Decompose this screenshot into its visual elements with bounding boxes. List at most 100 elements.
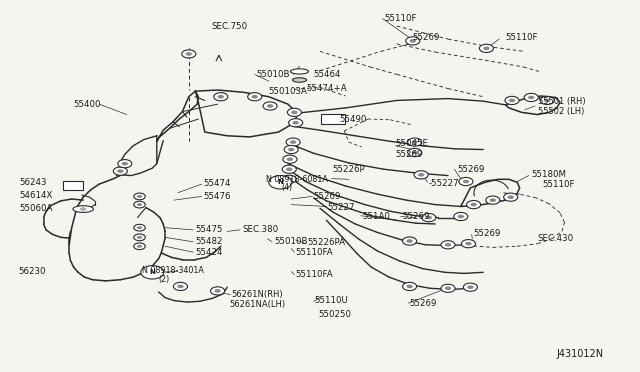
- Circle shape: [406, 37, 420, 45]
- Circle shape: [528, 96, 534, 99]
- Ellipse shape: [73, 206, 93, 212]
- Circle shape: [288, 148, 294, 151]
- Circle shape: [186, 52, 192, 56]
- Text: 55269: 55269: [396, 150, 423, 159]
- Text: N 08918-3401A: N 08918-3401A: [142, 266, 204, 275]
- Circle shape: [454, 212, 468, 221]
- Text: 55110F: 55110F: [506, 33, 538, 42]
- Circle shape: [263, 102, 277, 110]
- Circle shape: [403, 237, 417, 245]
- Circle shape: [465, 242, 472, 246]
- Circle shape: [422, 214, 436, 222]
- Circle shape: [214, 289, 221, 293]
- Text: 56261NA(LH): 56261NA(LH): [229, 300, 285, 309]
- Circle shape: [286, 138, 300, 146]
- Circle shape: [445, 286, 451, 290]
- Text: 55269: 55269: [413, 33, 440, 42]
- Text: 55226P: 55226P: [333, 165, 365, 174]
- Text: 55060A: 55060A: [19, 204, 52, 213]
- Text: 55110U: 55110U: [315, 296, 349, 305]
- Text: 56230: 56230: [18, 267, 45, 276]
- Circle shape: [410, 39, 416, 43]
- Text: J431012N: J431012N: [557, 349, 604, 359]
- Text: 55464: 55464: [314, 70, 341, 79]
- Circle shape: [137, 226, 142, 229]
- Circle shape: [218, 95, 224, 99]
- Circle shape: [287, 108, 301, 116]
- Circle shape: [122, 162, 128, 166]
- Text: 55482: 55482: [195, 237, 223, 246]
- Circle shape: [459, 177, 473, 186]
- Text: 55269: 55269: [314, 192, 341, 201]
- Text: 55269: 55269: [474, 229, 501, 238]
- Text: N: N: [277, 179, 284, 185]
- Circle shape: [118, 160, 132, 168]
- Circle shape: [134, 193, 145, 200]
- Circle shape: [408, 138, 422, 146]
- Circle shape: [113, 167, 127, 175]
- Text: SEC.380: SEC.380: [242, 225, 278, 234]
- Text: 56261N(RH): 56261N(RH): [232, 290, 284, 299]
- Circle shape: [414, 171, 428, 179]
- Circle shape: [173, 282, 188, 291]
- Text: 55110FA: 55110FA: [296, 270, 333, 279]
- Circle shape: [508, 195, 514, 199]
- Circle shape: [504, 193, 518, 201]
- FancyBboxPatch shape: [321, 114, 345, 124]
- Text: (4): (4): [282, 183, 292, 192]
- Text: -55227: -55227: [429, 179, 460, 187]
- Text: 55269: 55269: [410, 299, 437, 308]
- Circle shape: [267, 104, 273, 108]
- Circle shape: [292, 121, 299, 125]
- Circle shape: [540, 96, 554, 105]
- Circle shape: [252, 95, 258, 99]
- Text: (2): (2): [159, 275, 170, 284]
- Circle shape: [458, 215, 464, 218]
- Circle shape: [509, 99, 515, 102]
- Circle shape: [403, 282, 417, 291]
- Circle shape: [283, 155, 297, 163]
- Circle shape: [463, 180, 469, 183]
- Ellipse shape: [291, 69, 308, 74]
- Circle shape: [248, 93, 262, 101]
- Circle shape: [80, 207, 86, 211]
- Circle shape: [467, 285, 474, 289]
- Circle shape: [445, 243, 451, 247]
- Text: 55474+A: 55474+A: [306, 84, 346, 93]
- Text: 550250: 550250: [319, 310, 352, 319]
- Text: 55501 (RH): 55501 (RH): [538, 97, 585, 106]
- Circle shape: [505, 96, 519, 105]
- Text: 55476: 55476: [204, 192, 231, 201]
- Circle shape: [177, 285, 184, 288]
- Text: 55110F: 55110F: [543, 180, 575, 189]
- Circle shape: [286, 167, 292, 171]
- Circle shape: [291, 110, 298, 114]
- Text: 55180M: 55180M: [531, 170, 566, 179]
- Text: 55227: 55227: [328, 203, 355, 212]
- Text: 55400: 55400: [74, 100, 101, 109]
- Circle shape: [289, 119, 303, 127]
- Text: 550103A: 550103A: [269, 87, 308, 96]
- Circle shape: [463, 283, 477, 291]
- Circle shape: [134, 243, 145, 250]
- Circle shape: [269, 176, 292, 189]
- Circle shape: [412, 140, 418, 144]
- Text: 551A0: 551A0: [363, 212, 391, 221]
- Text: 55269: 55269: [458, 165, 485, 174]
- Circle shape: [214, 93, 228, 101]
- Circle shape: [544, 99, 550, 102]
- Circle shape: [479, 44, 493, 52]
- Circle shape: [290, 140, 296, 144]
- Circle shape: [406, 285, 413, 288]
- Circle shape: [282, 165, 296, 173]
- Text: 55226PA: 55226PA: [307, 238, 345, 247]
- Text: 55475: 55475: [195, 225, 223, 234]
- Circle shape: [406, 239, 413, 243]
- Text: 55110F: 55110F: [384, 14, 417, 23]
- FancyBboxPatch shape: [63, 181, 83, 190]
- Text: 54614X: 54614X: [19, 191, 52, 200]
- Circle shape: [287, 157, 293, 161]
- Circle shape: [182, 50, 196, 58]
- Circle shape: [282, 175, 296, 183]
- Circle shape: [441, 284, 455, 292]
